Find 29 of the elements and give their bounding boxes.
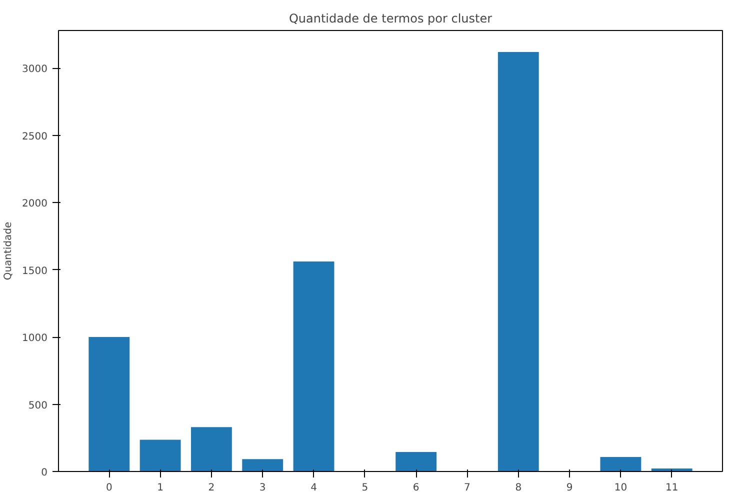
x-tick-label: 8	[515, 482, 522, 494]
x-tick-label: 6	[412, 482, 420, 494]
x-tick-label: 2	[208, 482, 215, 494]
x-tick-label: 5	[362, 482, 368, 494]
chart-title: Quantidade de termos por cluster	[288, 12, 492, 26]
bar	[600, 456, 642, 472]
x-tick-label: 0	[106, 482, 112, 494]
y-tick-label: 1500	[22, 266, 48, 277]
x-tick-label: 11	[665, 482, 678, 494]
x-tick-label: 1	[157, 482, 164, 494]
x-tick-label: 4	[310, 482, 317, 494]
bar	[293, 261, 334, 472]
x-tick-label: 9	[566, 482, 573, 494]
y-tick-label: 3000	[22, 64, 48, 76]
y-tick-label: 0	[41, 468, 48, 478]
bar	[242, 459, 284, 472]
x-tick-label: 10	[614, 482, 628, 494]
y-tick-label: 2000	[22, 198, 48, 210]
bar	[190, 427, 232, 472]
y-tick-label: 1000	[22, 333, 48, 344]
bar	[396, 452, 437, 472]
x-tick-label: 3	[259, 482, 266, 494]
bar	[140, 440, 181, 472]
bar	[88, 337, 130, 472]
bar	[498, 52, 539, 472]
x-tick-label: 7	[464, 482, 470, 494]
y-axis-title: Quantidade	[3, 222, 14, 280]
y-tick-label: 500	[28, 400, 48, 412]
y-tick-label: 2500	[22, 131, 48, 142]
